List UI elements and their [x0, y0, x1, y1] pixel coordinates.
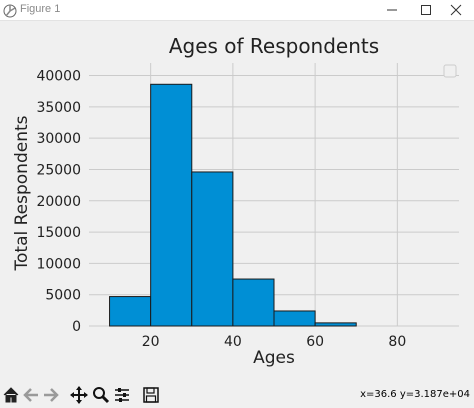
cursor-coordinates: x=36.6 y=3.187e+04	[360, 389, 470, 400]
home-button[interactable]	[2, 386, 20, 404]
save-button[interactable]	[142, 386, 160, 404]
x-tick-labels: 20 40 60 80	[142, 334, 406, 350]
chart-title: Ages of Respondents	[169, 34, 379, 58]
minimize-button[interactable]	[372, 0, 412, 20]
zoom-magnifier-icon	[93, 387, 110, 404]
histogram-bar	[273, 310, 316, 327]
histogram-bar	[314, 322, 357, 327]
maximize-button[interactable]	[406, 0, 446, 20]
zoom-button[interactable]	[92, 386, 110, 404]
window-title: Figure 1	[20, 3, 61, 15]
histogram-bar	[232, 278, 275, 327]
figure-canvas[interactable]: 0 5000 10000 15000 20000 25000 30000 35000 40000…	[0, 21, 474, 385]
histogram-bar	[109, 296, 152, 327]
histogram-bars	[109, 83, 357, 327]
minimize-icon	[387, 9, 397, 11]
back-arrow-icon	[23, 388, 38, 402]
y-tick-label: 40000	[36, 69, 81, 85]
y-tick-label: 25000	[36, 162, 81, 178]
pan-button[interactable]	[70, 386, 88, 404]
forward-button[interactable]	[42, 386, 60, 404]
y-axis-label: Total Respondents	[12, 115, 32, 271]
y-tick-label: 5000	[45, 288, 81, 304]
y-tick-label: 15000	[36, 225, 81, 241]
back-button[interactable]	[22, 386, 40, 404]
x-tick-label: 20	[142, 334, 160, 350]
navigation-toolbar: x=36.6 y=3.187e+04	[0, 385, 474, 405]
y-tick-label: 0	[72, 319, 81, 335]
histogram-bar	[191, 171, 234, 327]
histogram-chart: 0 5000 10000 15000 20000 25000 30000 35000 40000…	[12, 34, 459, 368]
legend-box	[443, 64, 457, 78]
y-tick-label: 10000	[36, 256, 81, 272]
window-titlebar: Figure 1	[0, 0, 474, 21]
close-icon	[450, 4, 462, 16]
y-tick-label: 20000	[36, 194, 81, 210]
y-tick-label: 30000	[36, 131, 81, 147]
forward-arrow-icon	[44, 388, 59, 402]
y-tick-label: 35000	[36, 100, 81, 116]
y-tick-labels: 0 5000 10000 15000 20000 25000 30000 35000 40000	[36, 69, 81, 335]
histogram-bar	[150, 83, 193, 327]
home-icon	[3, 387, 19, 403]
matplotlib-logo-icon	[3, 3, 17, 18]
pan-move-icon	[70, 386, 88, 404]
close-button[interactable]	[436, 0, 474, 20]
configure-subplots-icon	[115, 388, 129, 402]
x-tick-label: 60	[306, 334, 324, 350]
save-disk-icon	[143, 387, 159, 403]
x-tick-label: 80	[388, 334, 406, 350]
maximize-icon	[421, 5, 431, 15]
x-tick-label: 40	[224, 334, 242, 350]
configure-subplots-button[interactable]	[113, 386, 131, 404]
x-axis-label: Ages	[253, 348, 295, 368]
